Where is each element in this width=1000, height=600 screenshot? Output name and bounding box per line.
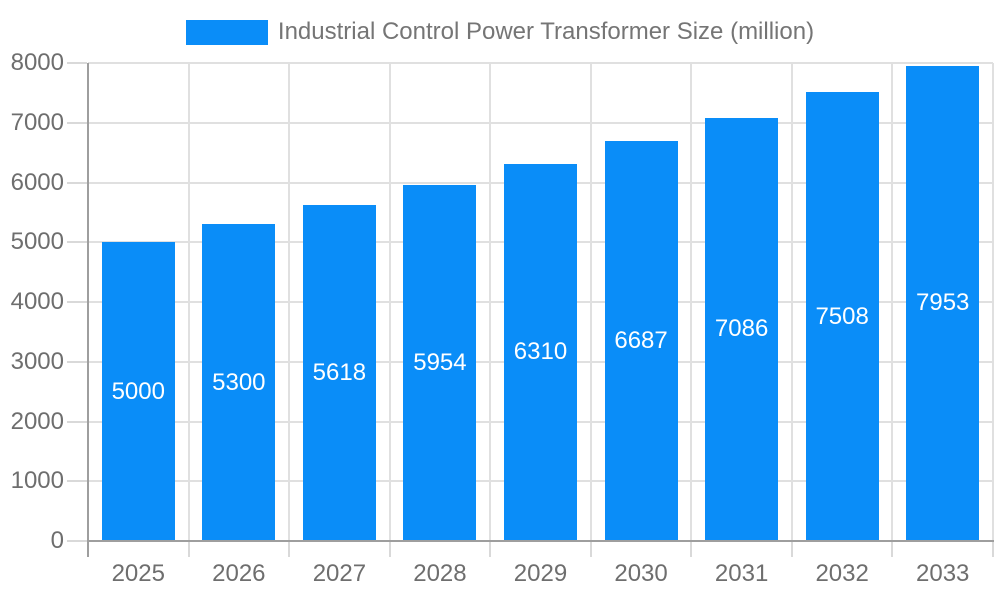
x-axis-tick xyxy=(187,541,190,557)
y-tick-label: 8000 xyxy=(10,49,64,76)
y-axis-tick xyxy=(67,540,87,542)
y-tick-label: 5000 xyxy=(10,228,64,256)
y-axis-tick xyxy=(67,420,87,423)
x-tick-label: 2030 xyxy=(614,560,668,587)
gridline-vertical xyxy=(489,63,492,541)
bar-2026[interactable]: 5300 xyxy=(202,224,276,541)
bar-2032[interactable]: 7508 xyxy=(805,92,879,541)
x-tick-label: 2027 xyxy=(312,560,367,587)
y-axis-line xyxy=(87,63,89,557)
x-tick-label: 2026 xyxy=(212,560,266,587)
bar-2030[interactable]: 6687 xyxy=(604,141,678,541)
y-tick-label: 1000 xyxy=(10,467,64,495)
x-tick-label: 2029 xyxy=(513,560,568,587)
x-axis-line xyxy=(87,540,994,542)
x-tick-label: 2032 xyxy=(815,560,869,587)
x-tick-label: 2028 xyxy=(413,560,467,587)
bar-2028[interactable]: 5954 xyxy=(403,185,477,541)
y-axis-tick xyxy=(67,301,87,303)
x-tick-label: 2025 xyxy=(111,560,165,587)
y-axis-tick xyxy=(67,181,87,184)
legend-label: Industrial Control Power Transformer Siz… xyxy=(277,18,815,45)
x-tick-label: 2033 xyxy=(916,560,970,587)
bar-2031[interactable]: 7086 xyxy=(705,117,779,541)
gridline-vertical xyxy=(790,63,793,541)
y-tick-label: 7000 xyxy=(10,108,64,136)
gridline-vertical xyxy=(388,63,391,541)
x-axis-tick xyxy=(992,541,994,557)
bar-value-label: 6310 xyxy=(513,338,568,366)
gridline-vertical xyxy=(589,63,592,541)
y-axis-tick xyxy=(67,241,87,244)
bar-2025[interactable]: 5000 xyxy=(101,242,175,541)
legend[interactable]: Industrial Control Power Transformer Siz… xyxy=(0,18,1000,45)
legend-swatch xyxy=(185,19,268,45)
plot-area: 5000 5300 5618 5954 6310 6687 7086 7508 7953 xyxy=(88,62,994,541)
bar-value-label: 5300 xyxy=(212,368,266,396)
bar-2029[interactable]: 6310 xyxy=(504,163,577,541)
bar-value-label: 5618 xyxy=(312,359,367,387)
y-tick-label: 3000 xyxy=(10,347,64,375)
gridline-vertical xyxy=(288,63,291,541)
y-tick-label: 4000 xyxy=(10,288,64,315)
bar-2027[interactable]: 5618 xyxy=(302,205,376,541)
gridline-vertical xyxy=(690,63,693,541)
x-tick-label: 2031 xyxy=(714,560,769,587)
bar-value-label: 5000 xyxy=(111,377,165,405)
y-axis-tick xyxy=(67,360,87,363)
bar-value-label: 6687 xyxy=(614,327,668,355)
bar-value-label: 7508 xyxy=(815,302,869,330)
y-axis-tick xyxy=(67,480,87,483)
bar-value-label: 7953 xyxy=(916,289,970,317)
bar-value-label: 5954 xyxy=(413,349,467,377)
gridline-horizontal xyxy=(88,62,993,64)
gridline-horizontal xyxy=(88,121,993,124)
bar-2033[interactable]: 7953 xyxy=(906,65,980,541)
y-axis-tick xyxy=(67,62,87,64)
y-tick-label: 6000 xyxy=(10,168,64,196)
y-tick-label: 0 xyxy=(50,527,64,554)
y-tick-label: 2000 xyxy=(10,407,64,435)
x-axis-tick xyxy=(790,541,793,557)
y-axis-tick xyxy=(67,121,87,124)
gridline-vertical xyxy=(992,63,994,541)
x-axis-tick xyxy=(489,541,492,557)
x-axis-tick xyxy=(288,541,291,557)
x-axis-tick xyxy=(690,541,693,557)
x-axis-tick xyxy=(891,541,894,557)
gridline-vertical xyxy=(891,63,894,541)
bar-value-label: 7086 xyxy=(714,315,769,343)
x-axis-tick xyxy=(388,541,391,557)
gridline-vertical xyxy=(187,63,190,541)
x-axis-tick xyxy=(589,541,592,557)
